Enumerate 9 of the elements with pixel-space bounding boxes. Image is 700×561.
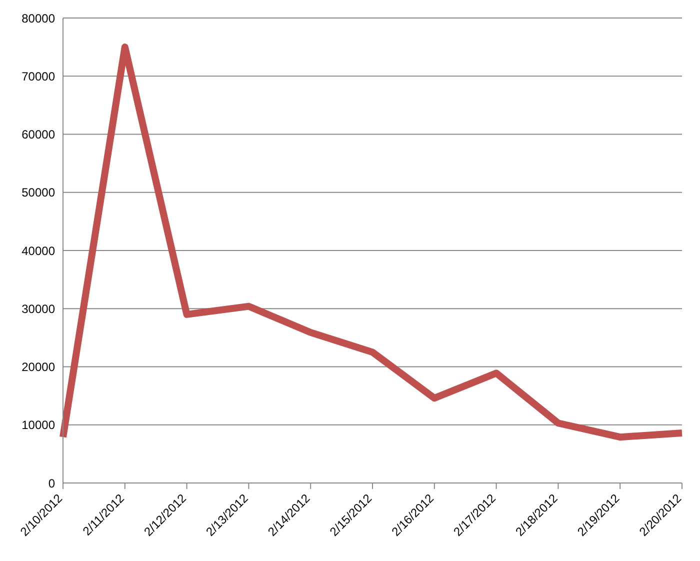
y-tick-label: 30000 <box>22 302 56 316</box>
y-tick-label: 0 <box>48 476 56 490</box>
y-tick-label: 80000 <box>22 11 56 26</box>
y-tick-label: 20000 <box>22 360 56 374</box>
y-tick-label: 70000 <box>22 69 56 84</box>
y-tick-label: 10000 <box>22 418 56 432</box>
y-tick-label: 60000 <box>22 128 56 142</box>
y-tick-label: 40000 <box>22 244 56 258</box>
y-tick-label: 50000 <box>22 186 56 200</box>
